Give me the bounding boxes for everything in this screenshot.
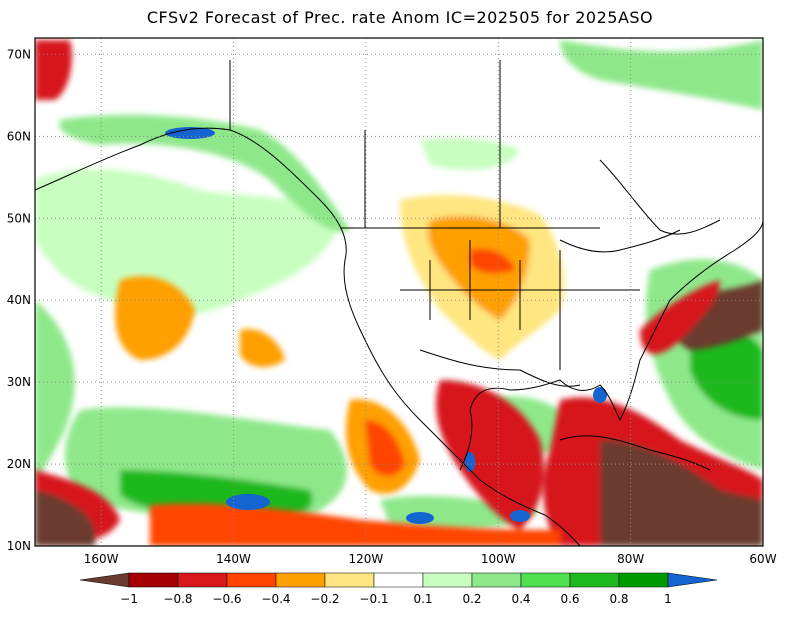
- legend-label: −0.4: [261, 592, 290, 606]
- longitude-label: 60W: [749, 552, 776, 566]
- legend-label: −0.2: [310, 592, 339, 606]
- legend-swatch: [422, 572, 473, 588]
- legend-label: −0.6: [212, 592, 241, 606]
- map-frame: [34, 37, 764, 547]
- legend-label: −1: [120, 592, 138, 606]
- legend-label: 0.8: [609, 592, 628, 606]
- legend-swatch: [471, 572, 522, 588]
- color-legend: −1 −0.8 −0.6 −0.4 −0.2 −0.1 0.1 0.2 0.4 0.6 0.8 1: [79, 572, 718, 606]
- latitude-label: 10N: [7, 539, 31, 553]
- latitude-label: 70N: [7, 47, 31, 61]
- map-title: CFSv2 Forecast of Prec. rate Anom IC=202…: [146, 8, 654, 27]
- legend-label: −0.8: [163, 592, 192, 606]
- latitude-label: 60N: [7, 129, 31, 143]
- legend-label: 1: [664, 592, 672, 606]
- legend-swatch-upper-extend: [667, 572, 718, 588]
- legend-swatch: [373, 572, 424, 588]
- legend-label: 0.2: [462, 592, 481, 606]
- legend-label: −0.1: [359, 592, 388, 606]
- latitude-label: 50N: [7, 211, 31, 225]
- map-plot-area: [35, 38, 763, 546]
- coastlines: [35, 60, 763, 546]
- gridlines: [35, 38, 763, 546]
- legend-swatch: [520, 572, 571, 588]
- longitude-label: 140W: [216, 552, 251, 566]
- longitude-label: 160W: [84, 552, 119, 566]
- latitude-label: 30N: [7, 375, 31, 389]
- legend-swatch-lower-extend: [79, 572, 130, 588]
- longitude-label: 120W: [349, 552, 384, 566]
- longitude-labels: 160W 140W 120W 100W 80W 60W: [84, 552, 777, 566]
- longitude-label: 100W: [481, 552, 516, 566]
- legend-swatch: [275, 572, 326, 588]
- legend-swatch: [128, 572, 179, 588]
- longitude-label: 80W: [617, 552, 644, 566]
- legend-swatch: [569, 572, 620, 588]
- latitude-label: 40N: [7, 293, 31, 307]
- latitude-label: 20N: [7, 457, 31, 471]
- legend-swatch: [324, 572, 375, 588]
- legend-label: 0.6: [560, 592, 579, 606]
- legend-swatch: [618, 572, 669, 588]
- legend-swatch: [226, 572, 277, 588]
- dry-anomaly-field: [35, 40, 763, 546]
- legend-label: 0.1: [413, 592, 432, 606]
- legend-label: 0.4: [511, 592, 530, 606]
- legend-swatch: [177, 572, 228, 588]
- latitude-labels: 70N 60N 50N 40N 30N 20N 10N: [7, 47, 31, 553]
